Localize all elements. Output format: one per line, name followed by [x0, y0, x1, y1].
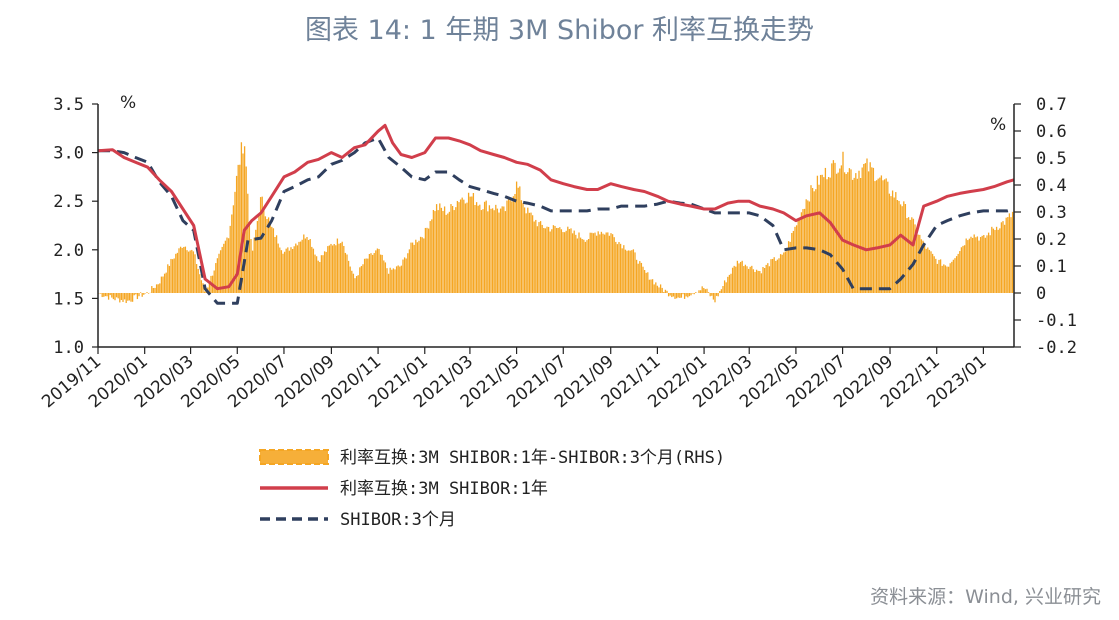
- legend-label-swap: 利率互换:3M SHIBOR:1年: [340, 479, 548, 499]
- spread-area-layer: [98, 142, 1014, 304]
- right-tick-label: -0.1: [1036, 311, 1077, 331]
- source-note: 资料来源：Wind, 兴业研究: [870, 586, 1101, 608]
- swap-1y-line: [97, 123, 1015, 291]
- right-tick-label: 0: [1036, 284, 1046, 304]
- legend-label-spread: 利率互换:3M SHIBOR:1年-SHIBOR:3个月(RHS): [340, 448, 725, 468]
- right-tick-label: 0.2: [1036, 230, 1067, 250]
- right-tick-label: 0.1: [1036, 257, 1067, 277]
- left-tick-label: 1.5: [53, 289, 84, 309]
- left-tick-label: 3.0: [53, 144, 84, 164]
- right-tick-label: 0.4: [1036, 176, 1067, 196]
- left-tick-label: 3.5: [53, 95, 84, 115]
- shibor-3m-line: [98, 136, 1015, 305]
- legend: 利率互换:3M SHIBOR:1年-SHIBOR:3个月(RHS) 利率互换:3…: [259, 448, 725, 530]
- left-tick-label: 2.5: [53, 192, 84, 212]
- right-tick-label: 0.6: [1036, 122, 1067, 142]
- right-tick-label: 0.5: [1036, 149, 1067, 169]
- right-tick-label: 0.3: [1036, 203, 1067, 223]
- chart-title: 图表 14: 1 年期 3M Shibor 利率互换走势: [304, 15, 815, 46]
- legend-label-shibor: SHIBOR:3个月: [340, 510, 456, 530]
- right-tick-label: -0.2: [1036, 338, 1077, 358]
- lines-layer: [97, 123, 1015, 305]
- legend-swatch-spread: [259, 449, 329, 465]
- left-tick-label: 1.0: [53, 338, 84, 358]
- right-tick-label: 0.7: [1036, 95, 1067, 115]
- right-axis-unit: %: [990, 115, 1006, 135]
- left-tick-label: 2.0: [53, 241, 84, 261]
- left-axis-unit: %: [120, 93, 136, 113]
